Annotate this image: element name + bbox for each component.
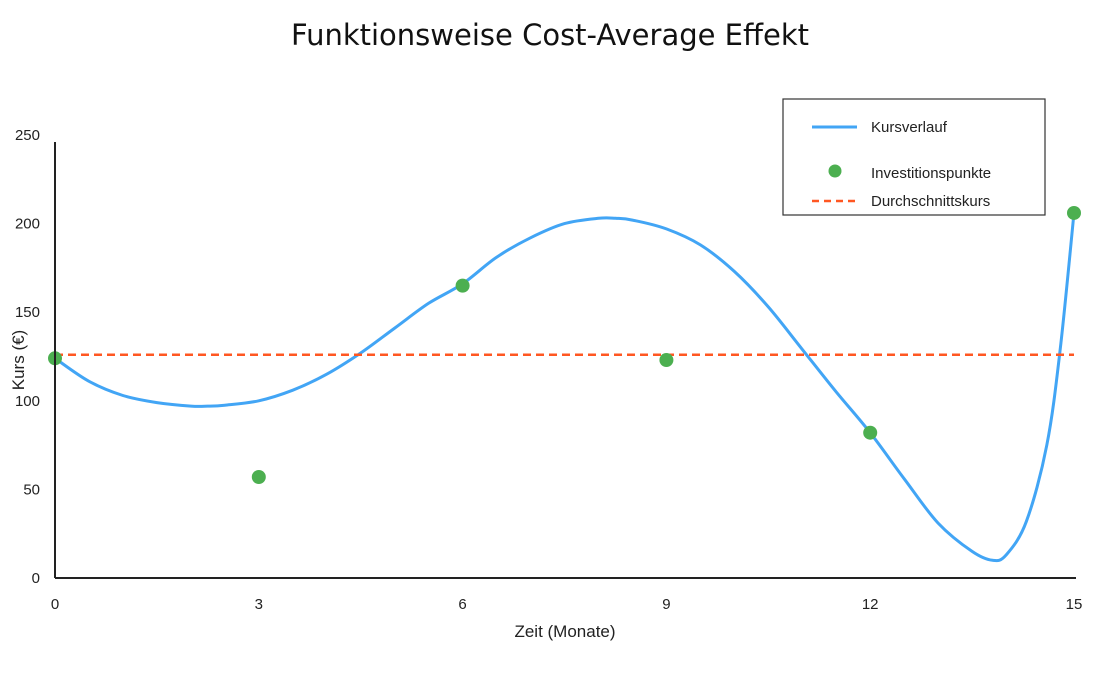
data-point-investition: [1067, 205, 1081, 220]
y-tick-label: 250: [15, 127, 40, 144]
data-point-investition: [251, 469, 266, 484]
x-tick-label: 0: [51, 596, 59, 613]
series-line-kursverlauf: [53, 211, 1076, 563]
y-tick-label: 0: [32, 570, 40, 587]
x-tick-label: 15: [1066, 596, 1083, 613]
legend: Kursverlauf Investitionspunkte Durchschn…: [782, 98, 1046, 216]
data-point-investition: [863, 425, 878, 440]
data-point-investition: [455, 278, 470, 293]
x-tick-label: 3: [255, 596, 263, 613]
y-tick-label: 200: [15, 216, 40, 233]
x-tick-label: 6: [458, 596, 466, 613]
legend-label-durchschnittskurs: Durchschnittskurs: [871, 193, 990, 210]
data-point-investition: [659, 353, 674, 368]
x-tick-label: 9: [662, 596, 670, 613]
plot-area: [48, 205, 1081, 563]
axes: [54, 142, 1076, 579]
x-tick-label: 12: [862, 596, 879, 613]
y-tick-label: 150: [15, 304, 40, 321]
legend-box: [782, 98, 1046, 216]
y-tick-label: 100: [15, 393, 40, 410]
chart-title: Funktionsweise Cost-Average Effekt: [290, 18, 809, 52]
legend-label-kursverlauf: Kursverlauf: [871, 119, 948, 136]
x-axis-label: Zeit (Monate): [514, 622, 615, 641]
y-tick-label: 50: [23, 481, 40, 498]
y-axis-label: Kurs (€): [9, 330, 28, 390]
legend-label-investitionspunkte: Investitionspunkte: [871, 165, 991, 182]
legend-swatch-investitionspunkte: [828, 164, 842, 178]
